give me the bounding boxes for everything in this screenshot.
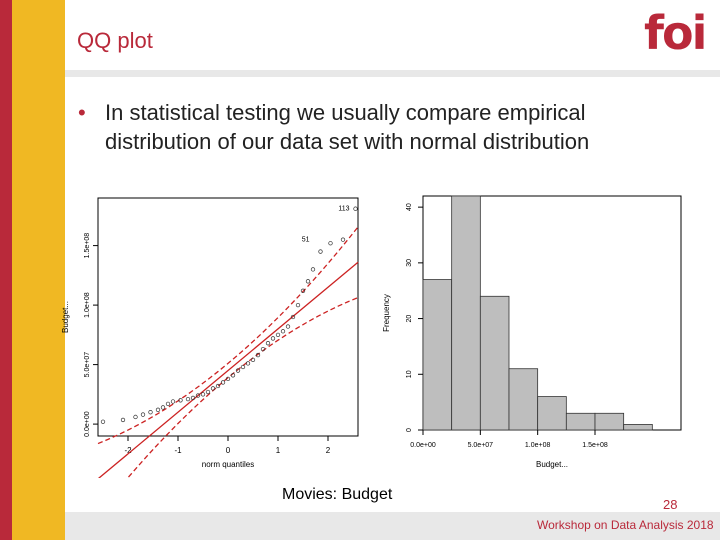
qq-plot-chart: -2 -1 0 1 2 0.0e+00 5.0e+07 1.0e+08 1.5e+08 norm … [58,188,368,515]
qq-point [310,267,316,272]
qq-plot-svg: -2 -1 0 1 2 0.0e+00 5.0e+07 1.0e+08 1.5e+08 norm … [61,197,359,515]
footer-band [65,512,720,540]
accent-bar-yellow [12,0,65,540]
hist-y-tick-label: 30 [406,259,413,267]
qq-point [305,279,311,284]
qq-lower-envelope [97,296,359,515]
qq-point [275,332,281,338]
qq-point [340,237,346,242]
qq-point [270,336,276,341]
figure-caption: Movies: Budget [282,486,393,503]
qq-x-tick-label: -1 [174,446,182,455]
page-number: 28 [663,497,678,512]
bullet-icon: • [78,100,86,125]
title-band [65,0,720,70]
qq-point [133,414,138,420]
qq-point [148,410,153,415]
qq-point [290,314,296,320]
qq-point [245,361,251,366]
hist-x-tick-label: 1.5e+08 [582,442,608,449]
qq-point [265,341,271,346]
foi-logo: foi [644,6,708,60]
qq-x-tick-label: -2 [124,446,132,455]
qq-y-tick-label: 0.0e+00 [84,411,91,437]
qq-point [155,407,161,412]
histogram-chart: 0 10 20 30 40 0.0e+00 5.0e+07 1.0e+08 1.5e+08 Bud… [382,188,688,478]
qq-point [200,392,206,397]
qq-point [190,395,196,401]
footer-text: Workshop on Data Analysis 2018 [537,518,714,532]
qq-point [160,405,166,410]
qq-point [178,398,183,403]
hist-x-axis-label: Budget... [536,460,568,469]
qq-point [318,249,323,254]
qq-point-annotation: 113 [338,206,349,213]
qq-point [165,401,171,407]
qq-point [100,419,106,424]
hist-bar [623,424,653,431]
hist-bar [479,295,510,431]
qq-y-axis-label: Budget... [61,301,70,333]
hist-y-tick-label: 10 [406,370,413,378]
qq-x-tick-label: 2 [326,446,331,455]
accent-bar-red [0,0,12,540]
qq-point [255,352,261,358]
qq-point [285,324,291,329]
qq-point [185,396,191,402]
qq-point [140,412,146,417]
hist-bar [594,412,625,431]
qq-reference-line [97,261,359,480]
qq-point [328,241,333,246]
qq-x-axis-label: norm quantiles [202,460,254,469]
hist-bar [451,195,481,431]
qq-point [230,373,236,378]
qq-point [295,302,301,308]
qq-point [220,380,226,385]
qq-point [195,393,201,398]
bullet-text: In statistical testing we usually compar… [105,100,590,154]
qq-point [205,389,211,395]
hist-y-tick-label: 0 [406,428,413,432]
qq-y-tick-label: 1.0e+08 [84,292,91,318]
qq-plot-frame [97,197,359,437]
qq-point [235,368,241,373]
hist-bar [537,396,567,431]
hist-y-tick-label: 40 [406,203,413,211]
hist-bar [508,368,539,431]
slide-title: QQ plot [77,28,153,53]
hist-y-axis-label: Frequency [383,294,391,332]
qq-point [280,329,286,334]
logo-letter-i: i [691,6,708,60]
hist-x-tick-label: 0.0e+00 [410,442,436,449]
hist-bar [565,412,596,431]
qq-point [353,206,358,211]
qq-point [300,288,306,293]
hist-y-tick-label: 20 [406,315,413,323]
qq-y-tick-label: 5.0e+07 [84,352,91,378]
qq-point [225,376,231,382]
qq-upper-envelope [97,226,359,445]
qq-y-tick-label: 1.5e+08 [84,233,91,259]
qq-point [240,364,246,370]
qq-point-annotation: 51 [302,237,310,244]
qq-x-tick-label: 1 [276,446,281,455]
hist-x-tick-label: 5.0e+07 [468,442,494,449]
hist-bar [422,279,453,431]
title-divider [65,70,720,77]
qq-point [250,357,256,362]
qq-point [215,383,221,389]
qq-x-tick-label: 0 [226,446,231,455]
qq-point [260,346,266,352]
histogram-svg: 0 10 20 30 40 0.0e+00 5.0e+07 1.0e+08 1.5e+08 Bud… [382,195,682,469]
qq-point [120,417,126,423]
qq-point [210,386,216,391]
hist-x-tick-label: 1.0e+08 [525,442,551,449]
qq-point [170,399,176,404]
logo-letter-f: f [644,6,664,60]
